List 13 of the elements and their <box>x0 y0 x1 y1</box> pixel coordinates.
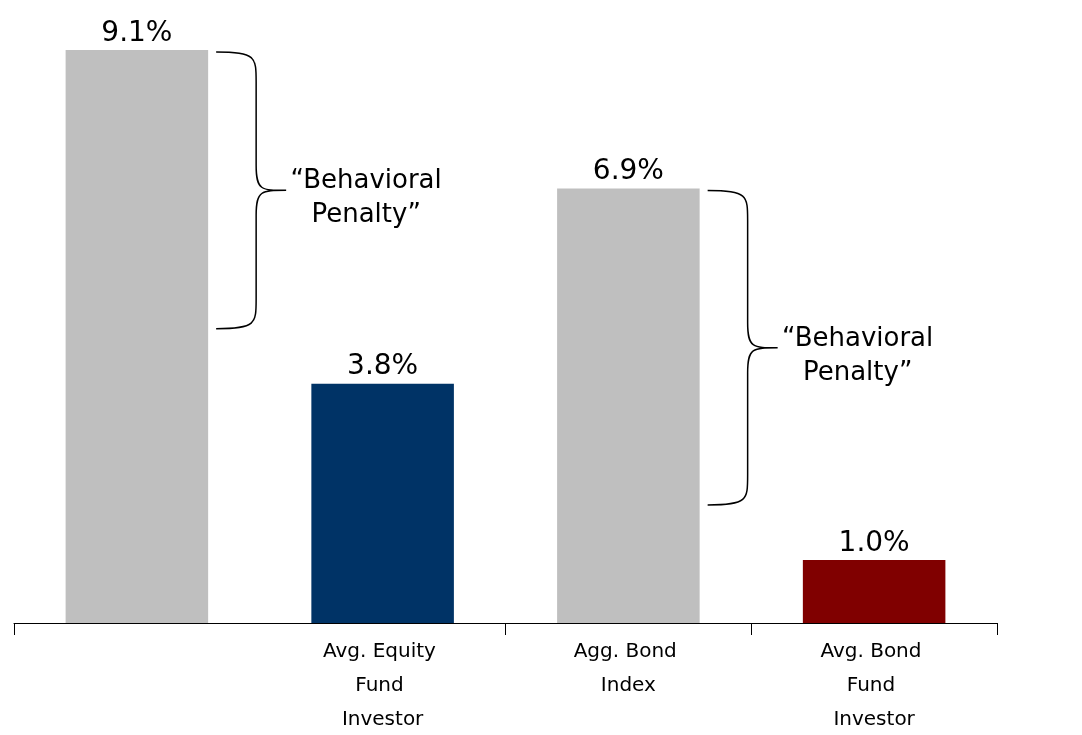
data-label: 9.1% <box>101 14 173 48</box>
x-tick-label: Agg. Bond Index <box>573 638 684 696</box>
data-label: 3.8% <box>347 348 419 382</box>
data-label: 6.9% <box>592 153 664 187</box>
annotation: “Behavioral Penalty” <box>781 320 935 388</box>
bar <box>65 50 209 623</box>
bar <box>557 188 700 623</box>
annotation: “Behavioral Penalty” <box>289 163 443 231</box>
x-tick-label: Avg. Equity Fund Investor <box>322 638 443 730</box>
bar <box>311 383 454 623</box>
data-label: 1.0% <box>838 524 910 558</box>
x-tick-label: Avg. Bond Fund Investor <box>820 638 928 730</box>
bar <box>802 560 946 623</box>
